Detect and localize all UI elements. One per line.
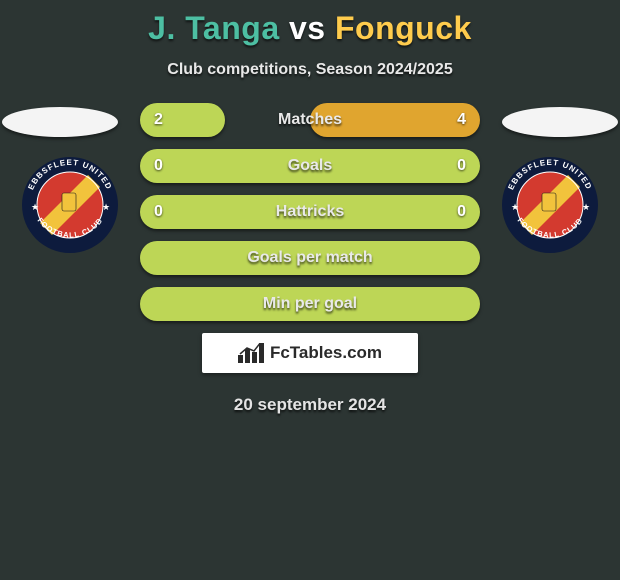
- stat-bar-full: [140, 287, 480, 321]
- player1-name: J. Tanga: [148, 10, 279, 46]
- stat-bar-full: 00: [140, 195, 480, 229]
- brand-text: FcTables.com: [270, 343, 382, 363]
- svg-text:★: ★: [511, 202, 519, 212]
- stat-bar-left: 2: [140, 103, 225, 137]
- brand-bars-icon: [238, 343, 264, 363]
- player2-name: Fonguck: [335, 10, 472, 46]
- stat-value-right: 4: [457, 111, 466, 129]
- svg-text:★: ★: [102, 202, 110, 212]
- left-club-crest: EBBSFLEET UNITEDFOOTBALL CLUB★★: [20, 155, 120, 255]
- stat-row: Goals per match: [140, 241, 480, 275]
- stat-row: 00Hattricks: [140, 195, 480, 229]
- stat-value-left: 0: [154, 157, 163, 175]
- stat-value-left: 0: [154, 203, 163, 221]
- stat-value-right: 0: [457, 203, 466, 221]
- stat-bar-right: 4: [310, 103, 480, 137]
- left-ellipse: [2, 107, 118, 137]
- svg-text:★: ★: [582, 202, 590, 212]
- stat-row: 24Matches: [140, 103, 480, 137]
- stat-value-right: 0: [457, 157, 466, 175]
- date-text: 20 september 2024: [0, 395, 620, 415]
- stat-bar-full: 00: [140, 149, 480, 183]
- svg-text:★: ★: [31, 202, 39, 212]
- comparison-stage: EBBSFLEET UNITEDFOOTBALL CLUB★★ EBBSFLEE…: [0, 103, 620, 321]
- page-title: J. Tanga vs Fonguck: [0, 0, 620, 47]
- right-ellipse: [502, 107, 618, 137]
- brand-box[interactable]: FcTables.com: [202, 333, 418, 373]
- stat-row: Min per goal: [140, 287, 480, 321]
- stat-bars: 24Matches00Goals00HattricksGoals per mat…: [140, 103, 480, 321]
- right-club-crest: EBBSFLEET UNITEDFOOTBALL CLUB★★: [500, 155, 600, 255]
- stat-row: 00Goals: [140, 149, 480, 183]
- vs-word: vs: [289, 10, 326, 46]
- subtitle: Club competitions, Season 2024/2025: [0, 61, 620, 79]
- stat-bar-full: [140, 241, 480, 275]
- stat-value-left: 2: [154, 111, 163, 129]
